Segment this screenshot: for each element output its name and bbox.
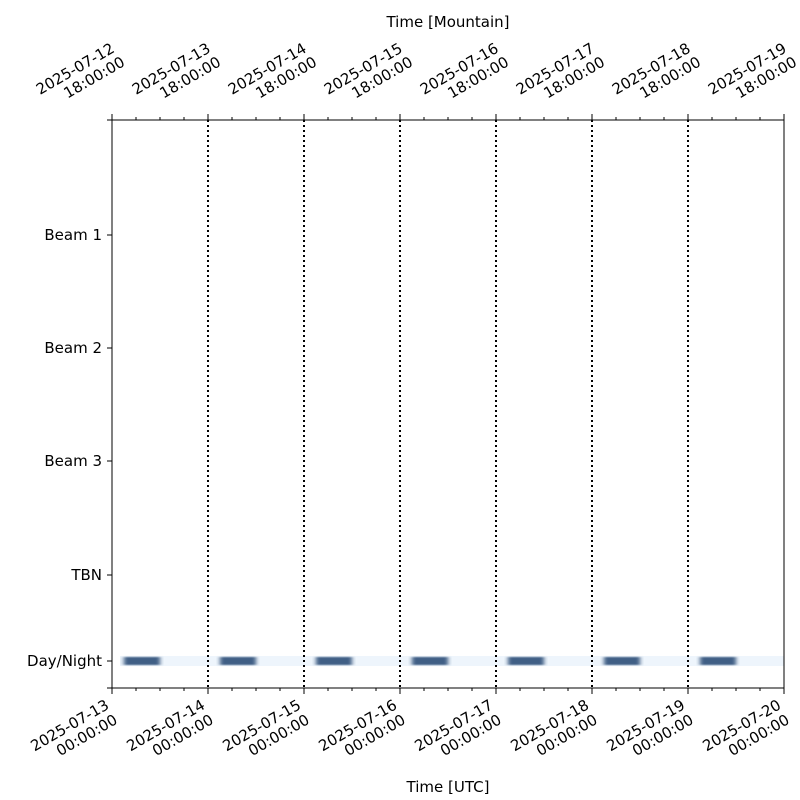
bottom-tick-label-1: 2025-07-1300:00:00: [27, 696, 120, 770]
bottom-axis-label: Time [UTC]: [406, 778, 490, 796]
top-tick-label-6: 2025-07-1718:00:00: [513, 38, 608, 113]
night-bar-2: [220, 657, 256, 665]
night-bar-5: [508, 657, 544, 665]
y-axis: Beam 1 Beam 2 Beam 3 TBN Day/Night: [27, 119, 112, 689]
night-bar-4: [412, 657, 448, 665]
bottom-tick-label-6: 2025-07-1800:00:00: [507, 696, 600, 770]
bottom-tick-label-2: 2025-07-1400:00:00: [123, 696, 216, 770]
y-label-3: Beam 3: [44, 452, 102, 470]
y-label-2: Beam 2: [44, 339, 102, 357]
top-tick-label-4: 2025-07-1518:00:00: [321, 38, 416, 113]
bottom-tick-label-4: 2025-07-1600:00:00: [315, 696, 408, 770]
night-bar-1: [124, 657, 160, 665]
bottom-x-axis: 2025-07-1300:00:00 2025-07-1400:00:00 2025…: [27, 688, 793, 770]
top-tick-label-1: 2025-07-1218:00:00: [33, 38, 128, 113]
bottom-tick-label-5: 2025-07-1700:00:00: [411, 696, 504, 770]
plot-frame: [111, 119, 785, 689]
top-tick-label-7: 2025-07-1818:00:00: [609, 38, 704, 113]
top-tick-label-3: 2025-07-1418:00:00: [225, 38, 320, 113]
y-label-5: Day/Night: [27, 652, 102, 670]
night-bar-6: [604, 657, 640, 665]
top-x-axis: 2025-07-1218:00:00 2025-07-1318:00:00 2025…: [33, 38, 800, 120]
top-tick-label-5: 2025-07-1618:00:00: [417, 38, 512, 113]
bottom-tick-label-3: 2025-07-1500:00:00: [219, 696, 312, 770]
bottom-tick-label-8: 2025-07-2000:00:00: [699, 696, 792, 770]
day-night-band: [120, 656, 784, 666]
day-boundaries: [207, 120, 689, 688]
y-label-1: Beam 1: [44, 226, 102, 244]
top-tick-label-8: 2025-07-1918:00:00: [705, 38, 800, 113]
top-axis-label: Time [Mountain]: [385, 13, 509, 31]
bottom-tick-label-7: 2025-07-1900:00:00: [603, 696, 696, 770]
day-band: [120, 656, 784, 666]
top-tick-label-2: 2025-07-1318:00:00: [129, 38, 224, 113]
night-bar-3: [316, 657, 352, 665]
night-bar-7: [700, 657, 736, 665]
y-label-4: TBN: [70, 566, 102, 584]
